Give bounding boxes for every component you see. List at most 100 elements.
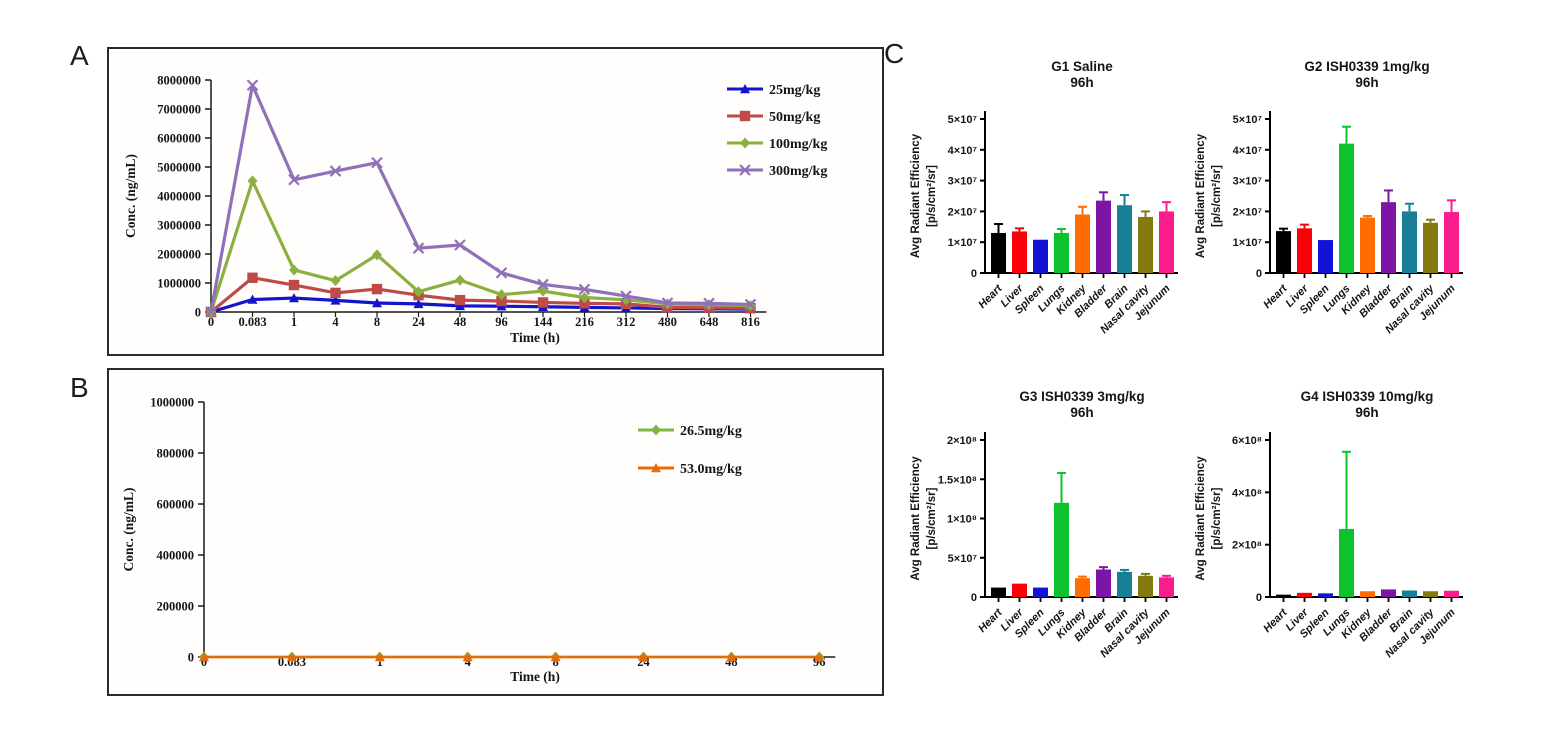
- x-tick-label: Heart: [1261, 282, 1290, 311]
- series-marker-100mg/kg: [247, 175, 258, 187]
- y-tick-label: 1.5×10⁸: [938, 474, 977, 486]
- chart-title: G1 Saline: [1051, 59, 1113, 74]
- series-marker-25mg/kg: [289, 293, 299, 303]
- panel-a-label: A: [70, 40, 89, 71]
- bar-Jejunum: [1159, 577, 1174, 597]
- bar-Spleen: [1033, 239, 1048, 273]
- series-marker-300mg/kg: [371, 156, 383, 169]
- legend-marker-square: [739, 110, 751, 122]
- series-marker-300mg/kg: [495, 267, 508, 279]
- series-marker-300mg/kg: [578, 283, 591, 296]
- legend-label: 25mg/kg: [769, 83, 820, 98]
- x-tick-label: 816: [741, 315, 760, 329]
- legend-marker-diamond: [651, 424, 661, 436]
- y-tick-label: 6000000: [157, 132, 201, 146]
- bar-Jejunum: [1444, 212, 1459, 273]
- x-tick-label: 1: [291, 315, 297, 329]
- bar-Lungs: [1339, 528, 1354, 597]
- x-tick-label: Heart: [1261, 606, 1290, 635]
- series-marker-50mg/kg: [371, 283, 383, 295]
- y-axis-title-line2: [p/s/cm²/sr]: [1211, 165, 1223, 227]
- bar-Spleen: [1318, 593, 1333, 597]
- y-tick-label: 4×10⁷: [1233, 145, 1263, 157]
- bar-Brain: [1402, 590, 1417, 597]
- bar-Heart: [1276, 594, 1291, 597]
- bar-Nasal cavity: [1138, 216, 1153, 273]
- series-marker-300mg/kg: [329, 165, 342, 177]
- x-axis-title: Time (h): [510, 669, 560, 684]
- series-marker-25mg/kg: [330, 295, 341, 305]
- chart-subtitle: 96h: [1355, 405, 1378, 420]
- series-marker-53.0mg/kg: [374, 652, 385, 662]
- bar-Kidney: [1075, 578, 1090, 597]
- x-tick-label: 0.083: [238, 315, 266, 329]
- legend-label: 300mg/kg: [769, 164, 827, 179]
- x-tick-label: 216: [575, 315, 594, 329]
- y-tick-label: 5000000: [157, 161, 201, 175]
- y-tick-label: 0: [971, 268, 977, 280]
- bar-Lungs: [1054, 502, 1069, 597]
- series-marker-25mg/kg: [455, 300, 465, 311]
- y-axis-title-line1: Avg Radiant Efficiency: [910, 133, 922, 258]
- y-axis-title-line1: Avg Radiant Efficiency: [1195, 456, 1207, 581]
- series-marker-100mg/kg: [455, 274, 465, 286]
- legend-label: 53.0mg/kg: [680, 462, 742, 477]
- x-tick-label: 48: [454, 315, 467, 329]
- bar-chart-g3: G3 ISH0339 3mg/kg 96h 0 5×10⁷ 1×10⁸ 1.5×10⁸ 2×…: [905, 385, 1195, 695]
- legend-marker-diamond: [740, 137, 750, 149]
- y-tick-label: 2×10⁸: [947, 435, 977, 447]
- bar-Spleen: [1033, 587, 1048, 597]
- chart-title: G4 ISH0339 10mg/kg: [1301, 389, 1434, 404]
- bar-Liver: [1297, 228, 1312, 273]
- y-axis-title-line2: [p/s/cm²/sr]: [1211, 487, 1223, 549]
- series-marker-300mg/kg: [537, 278, 549, 291]
- y-tick-label: 1000000: [157, 277, 201, 291]
- y-tick-label: 7000000: [157, 103, 201, 117]
- bar-Kidney: [1075, 214, 1090, 273]
- x-tick-label: 0: [208, 315, 214, 329]
- y-tick-label: 1×10⁸: [947, 514, 977, 526]
- series-marker-300mg/kg: [744, 298, 757, 311]
- x-tick-label: 24: [412, 315, 425, 329]
- series-marker-100mg/kg: [372, 249, 382, 261]
- bar-Jejunum: [1159, 211, 1174, 273]
- bar-Heart: [991, 232, 1006, 273]
- legend-label: 26.5mg/kg: [680, 424, 742, 439]
- x-tick-label: 144: [534, 315, 554, 329]
- bar-chart-g4: G4 ISH0339 10mg/kg 96h 0 2×10⁸ 4×10⁸ 6×10⁸ Hea…: [1190, 385, 1480, 695]
- series-marker-53.0mg/kg: [638, 652, 649, 662]
- y-tick-label: 800000: [157, 447, 195, 461]
- y-tick-label: 3000000: [157, 219, 201, 233]
- y-tick-label: 0: [971, 592, 977, 604]
- series-marker-50mg/kg: [288, 279, 300, 291]
- series-line-25mg/kg: [210, 296, 751, 314]
- y-tick-label: 5×10⁷: [948, 114, 978, 126]
- bar-Nasal cavity: [1423, 222, 1438, 273]
- series-line-50mg/kg: [209, 276, 751, 314]
- x-tick-label: Heart: [976, 606, 1005, 635]
- y-tick-label: 0: [1256, 268, 1262, 280]
- series-marker-50mg/kg: [330, 287, 341, 299]
- series-marker-100mg/kg: [579, 292, 590, 303]
- bar-Nasal cavity: [1138, 575, 1153, 597]
- series-marker-100mg/kg: [496, 289, 507, 301]
- bar-Brain: [1117, 205, 1132, 273]
- chart-subtitle: 96h: [1070, 75, 1093, 90]
- y-tick-label: 6×10⁸: [1232, 435, 1262, 447]
- bar-Liver: [1297, 592, 1312, 597]
- x-tick-label: 312: [617, 315, 636, 329]
- y-axis-title-line2: [p/s/cm²/sr]: [926, 165, 938, 227]
- y-tick-label: 3×10⁷: [1233, 176, 1263, 188]
- series-line-300mg/kg: [209, 83, 751, 313]
- bar-Kidney: [1360, 591, 1375, 597]
- bar-Kidney: [1360, 217, 1375, 273]
- y-tick-label: 5×10⁷: [1233, 114, 1263, 126]
- bar-Nasal cavity: [1423, 591, 1438, 597]
- chart-subtitle: 96h: [1355, 75, 1378, 90]
- panel-a-line-chart: 0 1000000 2000000 3000000 4000000 5000000 6000…: [107, 47, 884, 356]
- panel-c-label: C: [884, 38, 905, 69]
- panel-b-line-chart: 0200000400000600000800000100000000.08314…: [107, 368, 884, 696]
